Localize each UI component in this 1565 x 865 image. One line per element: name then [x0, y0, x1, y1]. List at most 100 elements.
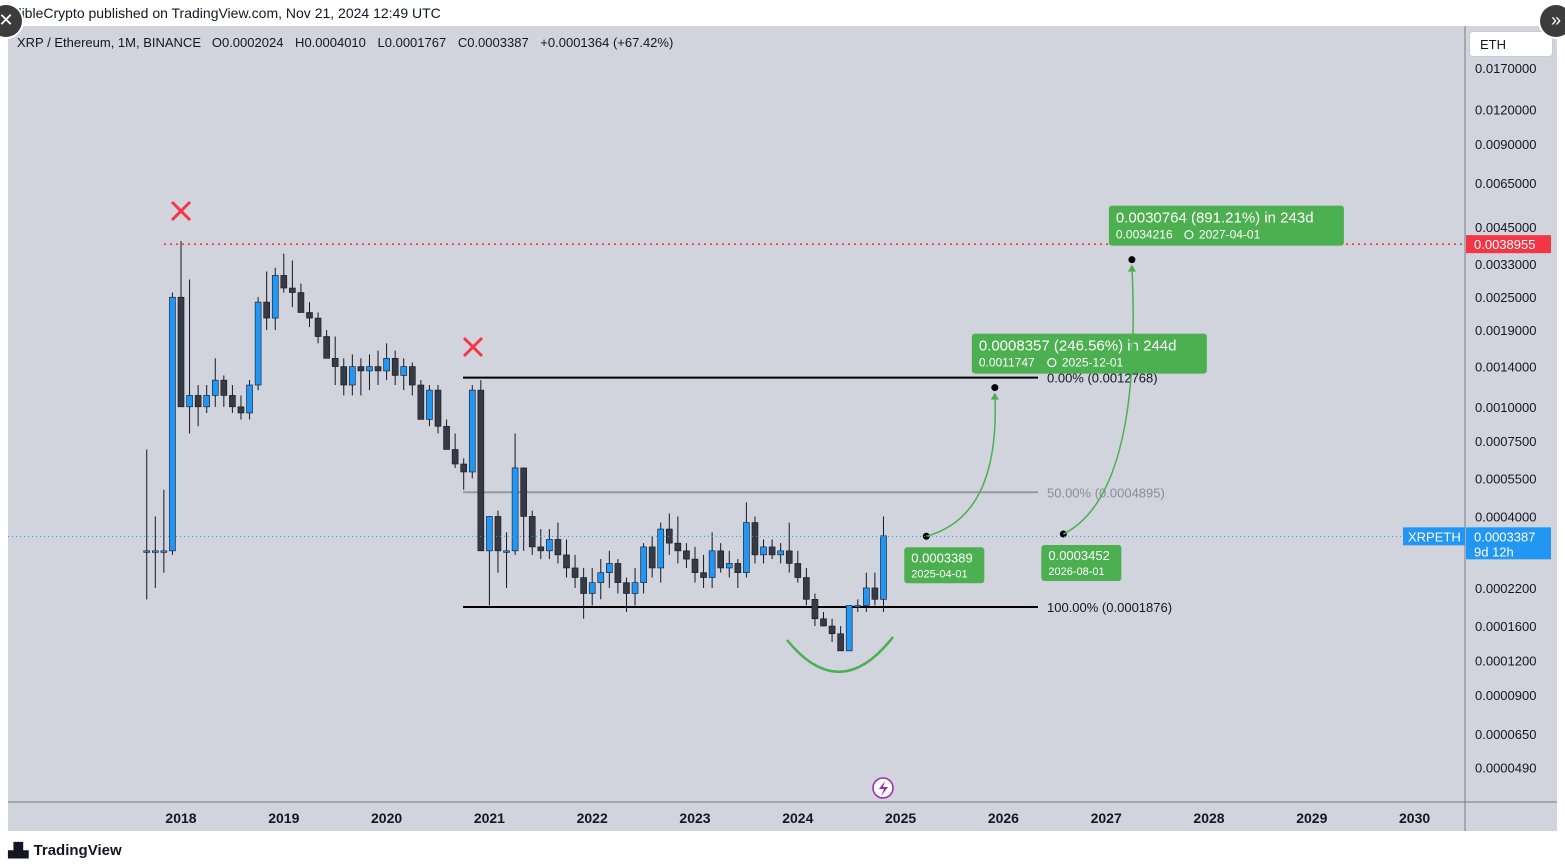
time-axis[interactable]: 2018 2019 2020 2021 2022 2023 2024 2025 2026 2027…	[165, 810, 1430, 826]
time-tick-label: 2021	[474, 810, 505, 826]
candle-body	[306, 312, 313, 319]
candle-body	[417, 384, 425, 420]
candle-body	[528, 516, 536, 548]
projection-start-value: 0.0003452	[1048, 548, 1109, 563]
candle-body	[700, 572, 707, 578]
open-value: 0.0002024	[221, 35, 284, 50]
candle-body	[828, 625, 836, 635]
candle-body	[837, 633, 844, 652]
candle-body	[443, 425, 450, 450]
projection-target-box	[971, 333, 1207, 374]
rounded-bottom-arc[interactable]	[786, 636, 894, 673]
candle-body	[152, 550, 159, 553]
candle-body	[520, 467, 527, 517]
change-value: +0.0001364 (+67.42%)	[540, 35, 674, 50]
candle-body	[203, 395, 210, 408]
candle-body	[477, 389, 485, 552]
candle-body	[863, 587, 870, 606]
candle-body	[683, 550, 690, 560]
candle-body	[751, 522, 759, 556]
candle-body	[383, 358, 390, 372]
publish-bar: edibleCrypto published on TradingView.co…	[0, 0, 1565, 26]
candle-body	[143, 550, 151, 553]
candle-body	[460, 463, 468, 473]
price-tick-label: 0.0065000	[1475, 176, 1536, 191]
fibonacci-retracement[interactable]: 0.00% (0.0012768)50.00% (0.0004895)100.0…	[463, 371, 1172, 615]
candle-body	[186, 395, 193, 408]
candle-body	[768, 546, 776, 556]
time-tick-label: 2022	[577, 810, 608, 826]
candle-body	[734, 563, 742, 573]
candle-body	[563, 554, 570, 569]
x-mark-2021	[462, 336, 484, 358]
candle-body	[220, 379, 228, 396]
symbol-tag: XRPETH	[1403, 527, 1465, 546]
candle-body	[597, 572, 605, 583]
price-tick-label: 0.0005500	[1475, 471, 1536, 486]
candle-body	[340, 366, 348, 386]
candle-body	[708, 550, 716, 578]
chevron-right-icon[interactable]: »	[1540, 5, 1565, 37]
high-value: 0.0004010	[304, 35, 366, 50]
high-label: H	[295, 35, 305, 50]
symbol-description[interactable]: XRP / Ethereum, 1M, BINANCE	[17, 35, 201, 50]
candle-body	[263, 301, 270, 319]
fib-level-label: 50.00% (0.0004895)	[1047, 485, 1165, 500]
chart-background[interactable]	[8, 26, 1557, 831]
svg-text:0.0038955: 0.0038955	[1474, 237, 1535, 252]
brand-name: TradingView	[33, 842, 122, 859]
clock-icon	[1047, 357, 1057, 368]
fib-level-label: 100.00% (0.0001876)	[1047, 600, 1172, 615]
time-tick-label: 2029	[1296, 810, 1327, 826]
candle-body	[785, 550, 793, 564]
candle-body	[777, 550, 784, 556]
candle-body	[760, 546, 767, 556]
candle-body	[845, 605, 853, 652]
candle-body	[314, 317, 322, 337]
price-tick-label: 0.0025000	[1475, 290, 1536, 305]
price-tick-label: 0.0000490	[1475, 761, 1536, 776]
tradingview-logo[interactable]: ▟▙ TradingView	[8, 842, 122, 859]
candle-body	[820, 618, 827, 627]
low-label: L	[377, 35, 385, 50]
candle-body	[811, 599, 819, 620]
price-tick-label: 0.0045000	[1475, 220, 1536, 235]
candle-body	[511, 467, 519, 552]
close-icon[interactable]: ✕	[0, 5, 22, 37]
candle-body	[271, 275, 279, 319]
open-label: O	[211, 35, 222, 50]
svg-text:0.0003387: 0.0003387	[1474, 529, 1535, 544]
close-label: C	[457, 35, 468, 50]
candle-body	[537, 546, 545, 552]
candle-body	[211, 379, 219, 396]
price-tick-label: 0.0004000	[1475, 509, 1536, 524]
price-tick-label: 0.0014000	[1475, 360, 1536, 375]
candle-body	[297, 292, 305, 313]
candle-body	[743, 522, 750, 573]
close-value: 0.0003387	[467, 35, 529, 50]
x-mark-2018	[170, 200, 192, 222]
symbol-legend[interactable]: XRP / Ethereum, 1M, BINANCE O0.0002024 H…	[17, 35, 681, 50]
candle-body	[691, 558, 699, 573]
projections[interactable]: 0.0003389 2025-04-01 0.0008357 (246.56%) i…	[904, 205, 1344, 584]
price-tick-label: 0.0019000	[1475, 323, 1536, 338]
publish-info: edibleCrypto published on TradingView.co…	[6, 5, 441, 21]
projection-start-value: 0.0003389	[911, 550, 972, 565]
projection-start-box	[904, 547, 985, 584]
lightning-icon[interactable]	[872, 777, 894, 799]
projection-start-date: 2025-04-01	[911, 568, 967, 580]
candle-body	[391, 358, 399, 376]
price-tick-label: 0.0120000	[1475, 103, 1536, 118]
candle-body	[246, 384, 253, 414]
time-tick-label: 2026	[988, 810, 1019, 826]
currency-button[interactable]: ETH	[1469, 31, 1553, 57]
candle-body	[349, 366, 356, 386]
candle-body	[606, 563, 613, 573]
candle-body	[374, 366, 382, 372]
price-axis[interactable]: 0.0170000 0.0120000 0.0090000 0.0065000 0.00…	[1475, 61, 1536, 776]
projection-target-box	[1108, 205, 1344, 246]
candle-body	[408, 366, 416, 386]
price-tick-label: 0.0001600	[1475, 619, 1536, 634]
candle-body	[614, 563, 622, 583]
